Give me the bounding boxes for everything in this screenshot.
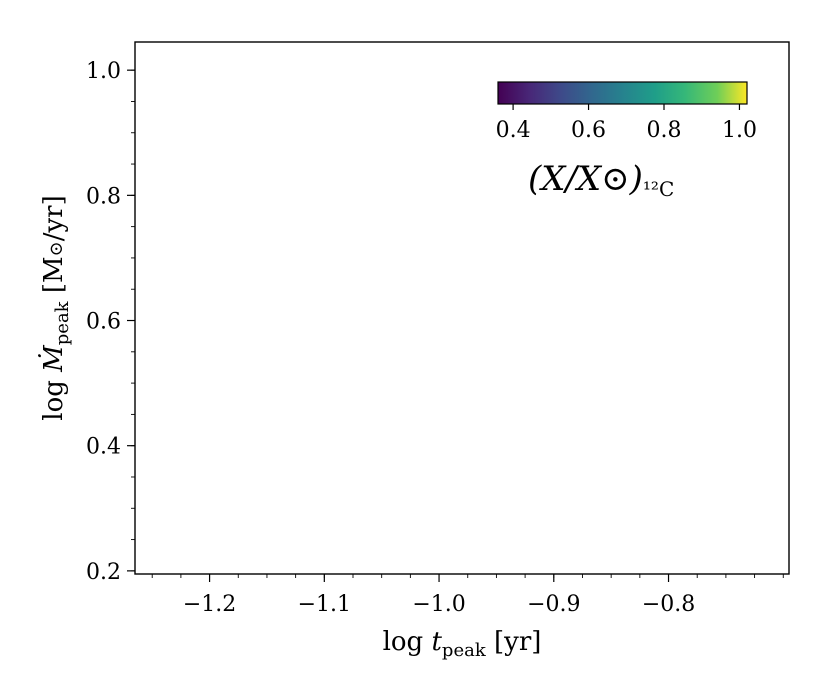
x-tick-label: −0.8 bbox=[642, 592, 695, 617]
colorbar-tick-label: 0.6 bbox=[571, 118, 606, 143]
y-tick-label: 1.0 bbox=[86, 59, 121, 84]
colorbar-tick-label: 1.0 bbox=[722, 118, 757, 143]
x-axis: −1.2 −1.1 −1.0 −0.9 −0.8 bbox=[151, 574, 784, 617]
x-tick-label: −1.2 bbox=[183, 592, 236, 617]
colorbar: 0.4 0.6 0.8 1.0 (X/X⊙)¹²C bbox=[496, 81, 757, 201]
plot-frame bbox=[134, 41, 790, 575]
x-axis-title: log tpeak [yr] bbox=[383, 627, 542, 661]
colorbar-title: (X/X⊙)¹²C bbox=[528, 159, 674, 201]
x-tick-label: −0.9 bbox=[527, 592, 580, 617]
colorbar-gradient bbox=[497, 81, 748, 105]
colorbar-ticks: 0.4 0.6 0.8 1.0 bbox=[496, 104, 757, 143]
y-tick-label: 0.4 bbox=[86, 435, 121, 460]
x-tick-label: −1.0 bbox=[412, 592, 465, 617]
colorbar-tick-label: 0.8 bbox=[647, 118, 682, 143]
y-tick-label: 0.2 bbox=[86, 560, 121, 585]
colorbar-tick-label: 0.4 bbox=[496, 118, 531, 143]
y-axis: 0.2 0.4 0.6 0.8 1.0 bbox=[86, 59, 135, 585]
y-tick-label: 0.6 bbox=[86, 310, 121, 335]
x-tick-label: −1.1 bbox=[298, 592, 351, 617]
y-tick-label: 0.8 bbox=[86, 184, 121, 209]
y-axis-title: log Ṁpeak [M⊙/yr] bbox=[38, 195, 73, 421]
